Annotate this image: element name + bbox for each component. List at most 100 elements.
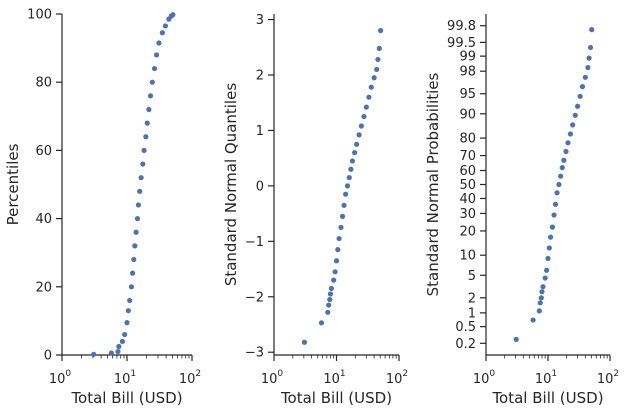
data-point-percentiles xyxy=(140,161,146,167)
data-point-quantiles xyxy=(356,132,362,138)
data-point-percentiles xyxy=(144,120,150,126)
data-point-quantiles xyxy=(335,247,341,253)
data-point-probabilities xyxy=(537,300,543,306)
data-point-quantiles xyxy=(375,56,381,63)
data-point-percentiles xyxy=(127,297,133,304)
data-point-quantiles xyxy=(363,104,369,110)
data-point-percentiles xyxy=(91,351,97,357)
y-tick-label-probabilities: 70 xyxy=(459,149,476,164)
x-tick-label-quantiles: 101 xyxy=(323,369,345,387)
data-point-percentiles xyxy=(156,40,162,46)
data-point-quantiles xyxy=(374,66,380,73)
y-tick-label-quantiles: −1 xyxy=(245,235,264,250)
data-point-percentiles xyxy=(159,30,165,36)
y-tick-label-probabilities: 5 xyxy=(468,269,476,284)
data-point-probabilities xyxy=(563,148,569,155)
y-axis-label-percentiles: Percentiles xyxy=(4,143,22,225)
data-point-quantiles xyxy=(343,191,349,197)
data-point-percentiles xyxy=(119,338,126,344)
data-point-quantiles xyxy=(332,269,338,275)
data-point-probabilities xyxy=(559,165,565,171)
y-tick-label-quantiles: −3 xyxy=(245,346,264,361)
y-tick-label-quantiles: 3 xyxy=(256,13,264,28)
data-point-probabilities xyxy=(536,308,542,314)
data-point-percentiles xyxy=(170,12,176,18)
data-point-percentiles xyxy=(130,270,136,276)
data-point-quantiles xyxy=(301,339,308,345)
data-point-quantiles xyxy=(358,123,364,129)
data-point-percentiles xyxy=(146,106,152,113)
data-point-probabilities xyxy=(577,93,583,99)
data-point-probabilities xyxy=(586,55,592,61)
y-axis-label-probabilities: Standard Normal Probabilities xyxy=(424,72,442,296)
data-point-probabilities xyxy=(538,295,544,301)
data-point-percentiles xyxy=(137,188,143,194)
x-tick-label-percentiles: 100 xyxy=(49,369,72,387)
data-point-probabilities xyxy=(551,212,557,218)
y-axis-label-quantiles: Standard Normal Quantiles xyxy=(222,83,240,287)
y-tick-label-probabilities: 99.5 xyxy=(447,36,476,51)
data-point-probabilities xyxy=(552,201,559,207)
y-tick-label-quantiles: 0 xyxy=(256,179,264,194)
data-point-quantiles xyxy=(354,141,360,147)
y-tick-label-probabilities: 0.5 xyxy=(455,320,476,335)
data-point-probabilities xyxy=(570,122,576,128)
data-point-quantiles xyxy=(366,94,372,100)
y-tick-label-percentiles: 40 xyxy=(35,212,52,227)
y-tick-label-percentiles: 0 xyxy=(44,349,52,364)
data-point-percentiles xyxy=(108,350,114,356)
x-tick-label-quantiles: 100 xyxy=(261,369,284,387)
data-point-quantiles xyxy=(338,224,344,231)
data-point-quantiles xyxy=(361,113,367,120)
data-point-percentiles xyxy=(138,175,144,181)
x-tick-label-quantiles: 102 xyxy=(386,369,408,387)
data-point-percentiles xyxy=(133,229,139,235)
y-tick-label-probabilities: 40 xyxy=(459,192,476,207)
data-point-probabilities xyxy=(587,44,594,51)
data-point-quantiles xyxy=(327,291,334,297)
data-point-percentiles xyxy=(116,343,122,350)
data-point-probabilities xyxy=(530,317,536,323)
data-point-probabilities xyxy=(565,140,571,146)
data-point-probabilities xyxy=(567,131,574,137)
data-point-percentiles xyxy=(124,320,130,326)
y-tick-label-probabilities: 2 xyxy=(468,291,476,306)
y-tick-label-probabilities: 20 xyxy=(459,224,476,239)
y-tick-label-probabilities: 50 xyxy=(459,178,476,193)
data-point-probabilities xyxy=(572,112,578,118)
y-tick-label-probabilities: 60 xyxy=(459,164,476,179)
data-point-quantiles xyxy=(371,75,377,81)
data-point-quantiles xyxy=(339,213,346,219)
data-point-quantiles xyxy=(341,202,347,208)
data-point-quantiles xyxy=(348,166,354,172)
data-point-quantiles xyxy=(327,296,333,303)
y-tick-label-quantiles: −2 xyxy=(245,290,264,305)
data-point-probabilities xyxy=(544,267,550,273)
data-point-probabilities xyxy=(542,275,548,281)
data-point-percentiles xyxy=(151,65,158,72)
data-point-quantiles xyxy=(346,174,352,181)
x-axis-label-probabilities: Total Bill (USD) xyxy=(491,389,603,407)
data-point-probabilities xyxy=(513,336,519,342)
data-point-percentiles xyxy=(132,243,138,249)
data-point-quantiles xyxy=(378,28,384,34)
data-point-quantiles xyxy=(333,258,340,264)
y-tick-label-quantiles: 1 xyxy=(256,124,264,139)
data-point-probabilities xyxy=(540,284,546,290)
data-point-quantiles xyxy=(352,150,358,156)
data-point-probabilities xyxy=(554,190,560,196)
y-tick-label-probabilities: 99 xyxy=(459,50,476,65)
x-tick-label-percentiles: 101 xyxy=(114,369,136,387)
x-axis-label-percentiles: Total Bill (USD) xyxy=(70,389,182,407)
data-point-quantiles xyxy=(326,302,332,308)
y-tick-label-probabilities: 99.8 xyxy=(447,19,476,34)
data-point-percentiles xyxy=(122,331,128,338)
data-point-percentiles xyxy=(141,147,147,153)
data-point-percentiles xyxy=(131,256,137,263)
data-point-probabilities xyxy=(579,84,586,90)
data-point-quantiles xyxy=(336,235,342,242)
data-point-probabilities xyxy=(558,173,564,179)
data-point-percentiles xyxy=(135,202,142,208)
data-point-probabilities xyxy=(556,181,562,188)
data-point-percentiles xyxy=(153,52,160,58)
